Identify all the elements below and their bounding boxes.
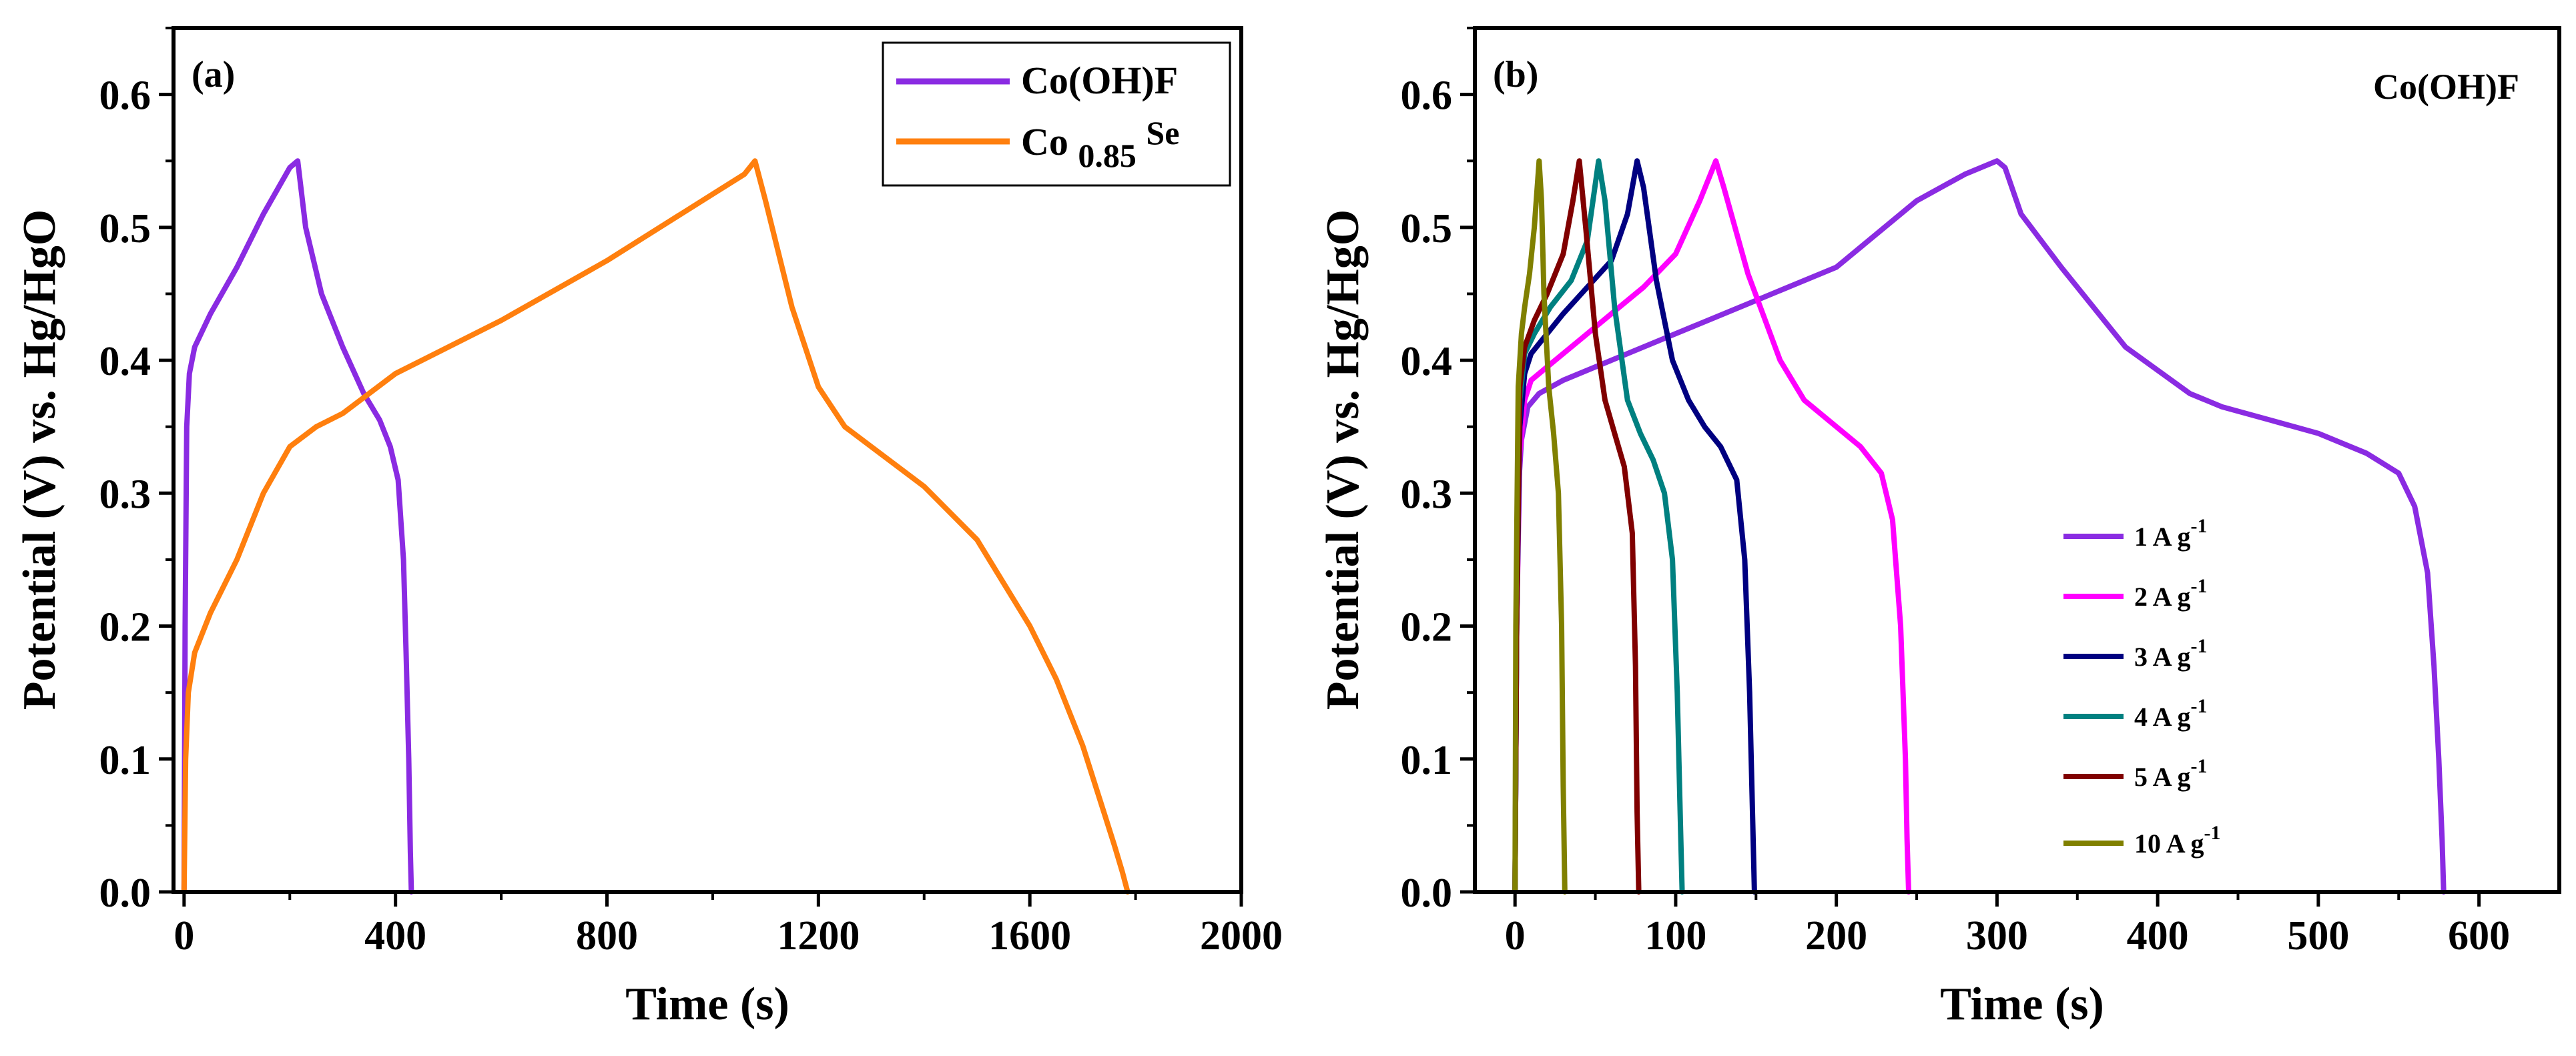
panel-b-y-tick-label-3: 0.3 — [1401, 472, 1453, 517]
panel-b-legend-label-5: 5 A g-1 — [2134, 755, 2207, 792]
panel-a-y-tick-label-2: 0.2 — [99, 605, 151, 650]
panel-b-series-layer — [1512, 158, 2447, 895]
panel-b-frame — [1473, 26, 2561, 894]
panel-b-x-tick-label-2: 200 — [1805, 913, 1867, 959]
panel-a-y-ticks: 0.0 0.1 0.2 0.3 0.4 0.5 0.6 — [99, 27, 174, 916]
panel-b-x-tick-label-0: 0 — [1505, 913, 1526, 959]
panel-a-series-line-1 — [181, 158, 414, 895]
panel-b-x-axis-title: Time (s) — [1940, 979, 2104, 1030]
panel-b-series-line-3 — [1512, 158, 1757, 895]
panel-a-series-layer — [181, 158, 1131, 895]
co085se-base: Co — [1021, 120, 1068, 163]
panel-b-legend-label-2: 2 A g-1 — [2134, 575, 2207, 612]
panel-b-legend-label-4: 4 A g-1 — [2134, 695, 2207, 732]
panel-b-y-tick-label-1: 0.1 — [1401, 738, 1453, 783]
panel-a-x-tick-label-5: 2000 — [1200, 913, 1283, 959]
panel-a: 0 400 800 1200 1600 2000 0.00.10.20.30.40.50.… — [14, 26, 1283, 1030]
panel-a-legend-label-co085se: Co 0.85 Se — [1021, 114, 1179, 175]
panel-a-y-tick-label-1: 0.1 — [99, 738, 151, 783]
panel-b-x-tick-label-6: 600 — [2448, 913, 2510, 959]
panel-a-frame — [172, 26, 1243, 894]
panel-b-y-tick-label-0: 0.0 — [1401, 871, 1453, 916]
panel-b-series-line-6 — [1512, 158, 1568, 895]
panel-b-y-tick-label-5: 0.5 — [1401, 206, 1453, 251]
panel-b-y-tick-label-2: 0.2 — [1401, 605, 1453, 650]
co085se-subscript: 0.85 — [1078, 137, 1137, 174]
panel-b-legend-label-3: 3 A g-1 — [2134, 635, 2207, 672]
panel-b-x-tick-label-3: 300 — [1966, 913, 2028, 959]
panel-b-y-tick-label-4: 0.4 — [1401, 339, 1453, 384]
panel-a-label: (a) — [192, 54, 235, 95]
panel-b: 0 100 200 300 400 500 600 0.00.10.20.30.40.50.… — [1317, 26, 2561, 1030]
panel-b-x-tick-label-4: 400 — [2127, 913, 2189, 959]
panel-a-x-tick-label-2: 800 — [576, 913, 638, 959]
panel-a-y-tick-label-0: 0.0 — [99, 871, 151, 916]
panel-a-y-tick-label-6: 0.6 — [99, 73, 151, 119]
panel-b-series-line-1 — [1512, 158, 2447, 895]
panel-a-legend-box — [882, 41, 1231, 187]
panel-a-x-tick-label-0: 0 — [174, 913, 194, 959]
panel-a-legend-label-cooh-f: Co(OH)F — [1021, 59, 1178, 102]
panel-a-y-tick-label-4: 0.4 — [99, 339, 151, 384]
panel-a-y-tick-label-3: 0.3 — [99, 472, 151, 517]
panel-b-x-ticks: 0 100 200 300 400 500 600 — [1505, 892, 2510, 959]
co085se-superscript: Se — [1146, 114, 1179, 151]
panel-b-series-line-5 — [1512, 158, 1642, 895]
panel-a-x-tick-label-3: 1200 — [777, 913, 860, 959]
panel-b-legend-label-1: 1 A g-1 — [2134, 515, 2207, 552]
panel-b-series-line-2 — [1512, 158, 1911, 895]
panel-b-x-tick-label-1: 100 — [1644, 913, 1706, 959]
panel-b-y-tick-label-6: 0.6 — [1401, 73, 1453, 119]
panel-b-legend: 1 A g-1 2 A g-1 3 A g-1 4 A g-1 5 A g-1 … — [2063, 515, 2220, 859]
panel-a-y-axis-title: Potential (V) vs. Hg/HgO — [14, 209, 65, 710]
panel-b-legend-label-10: 10 A g-1 — [2134, 822, 2220, 859]
panel-a-x-tick-label-4: 1600 — [988, 913, 1071, 959]
panel-b-y-ticks: 0.0 0.1 0.2 0.3 0.4 0.5 0.6 — [1401, 27, 1475, 916]
panel-b-label: (b) — [1493, 54, 1538, 95]
panel-a-x-ticks: 0 400 800 1200 1600 2000 — [174, 892, 1283, 959]
panel-b-corner-label: Co(OH)F — [2373, 67, 2519, 107]
panel-a-series-line-2 — [181, 158, 1131, 895]
panel-a-x-tick-label-1: 400 — [364, 913, 426, 959]
panel-b-x-tick-label-5: 500 — [2287, 913, 2349, 959]
panel-a-legend: Co(OH)F Co 0.85 Se — [882, 41, 1231, 187]
panel-a-y-tick-label-5: 0.5 — [99, 206, 151, 251]
panel-b-y-axis-title: Potential (V) vs. Hg/HgO — [1317, 209, 1369, 710]
panel-a-x-axis-title: Time (s) — [625, 979, 789, 1030]
